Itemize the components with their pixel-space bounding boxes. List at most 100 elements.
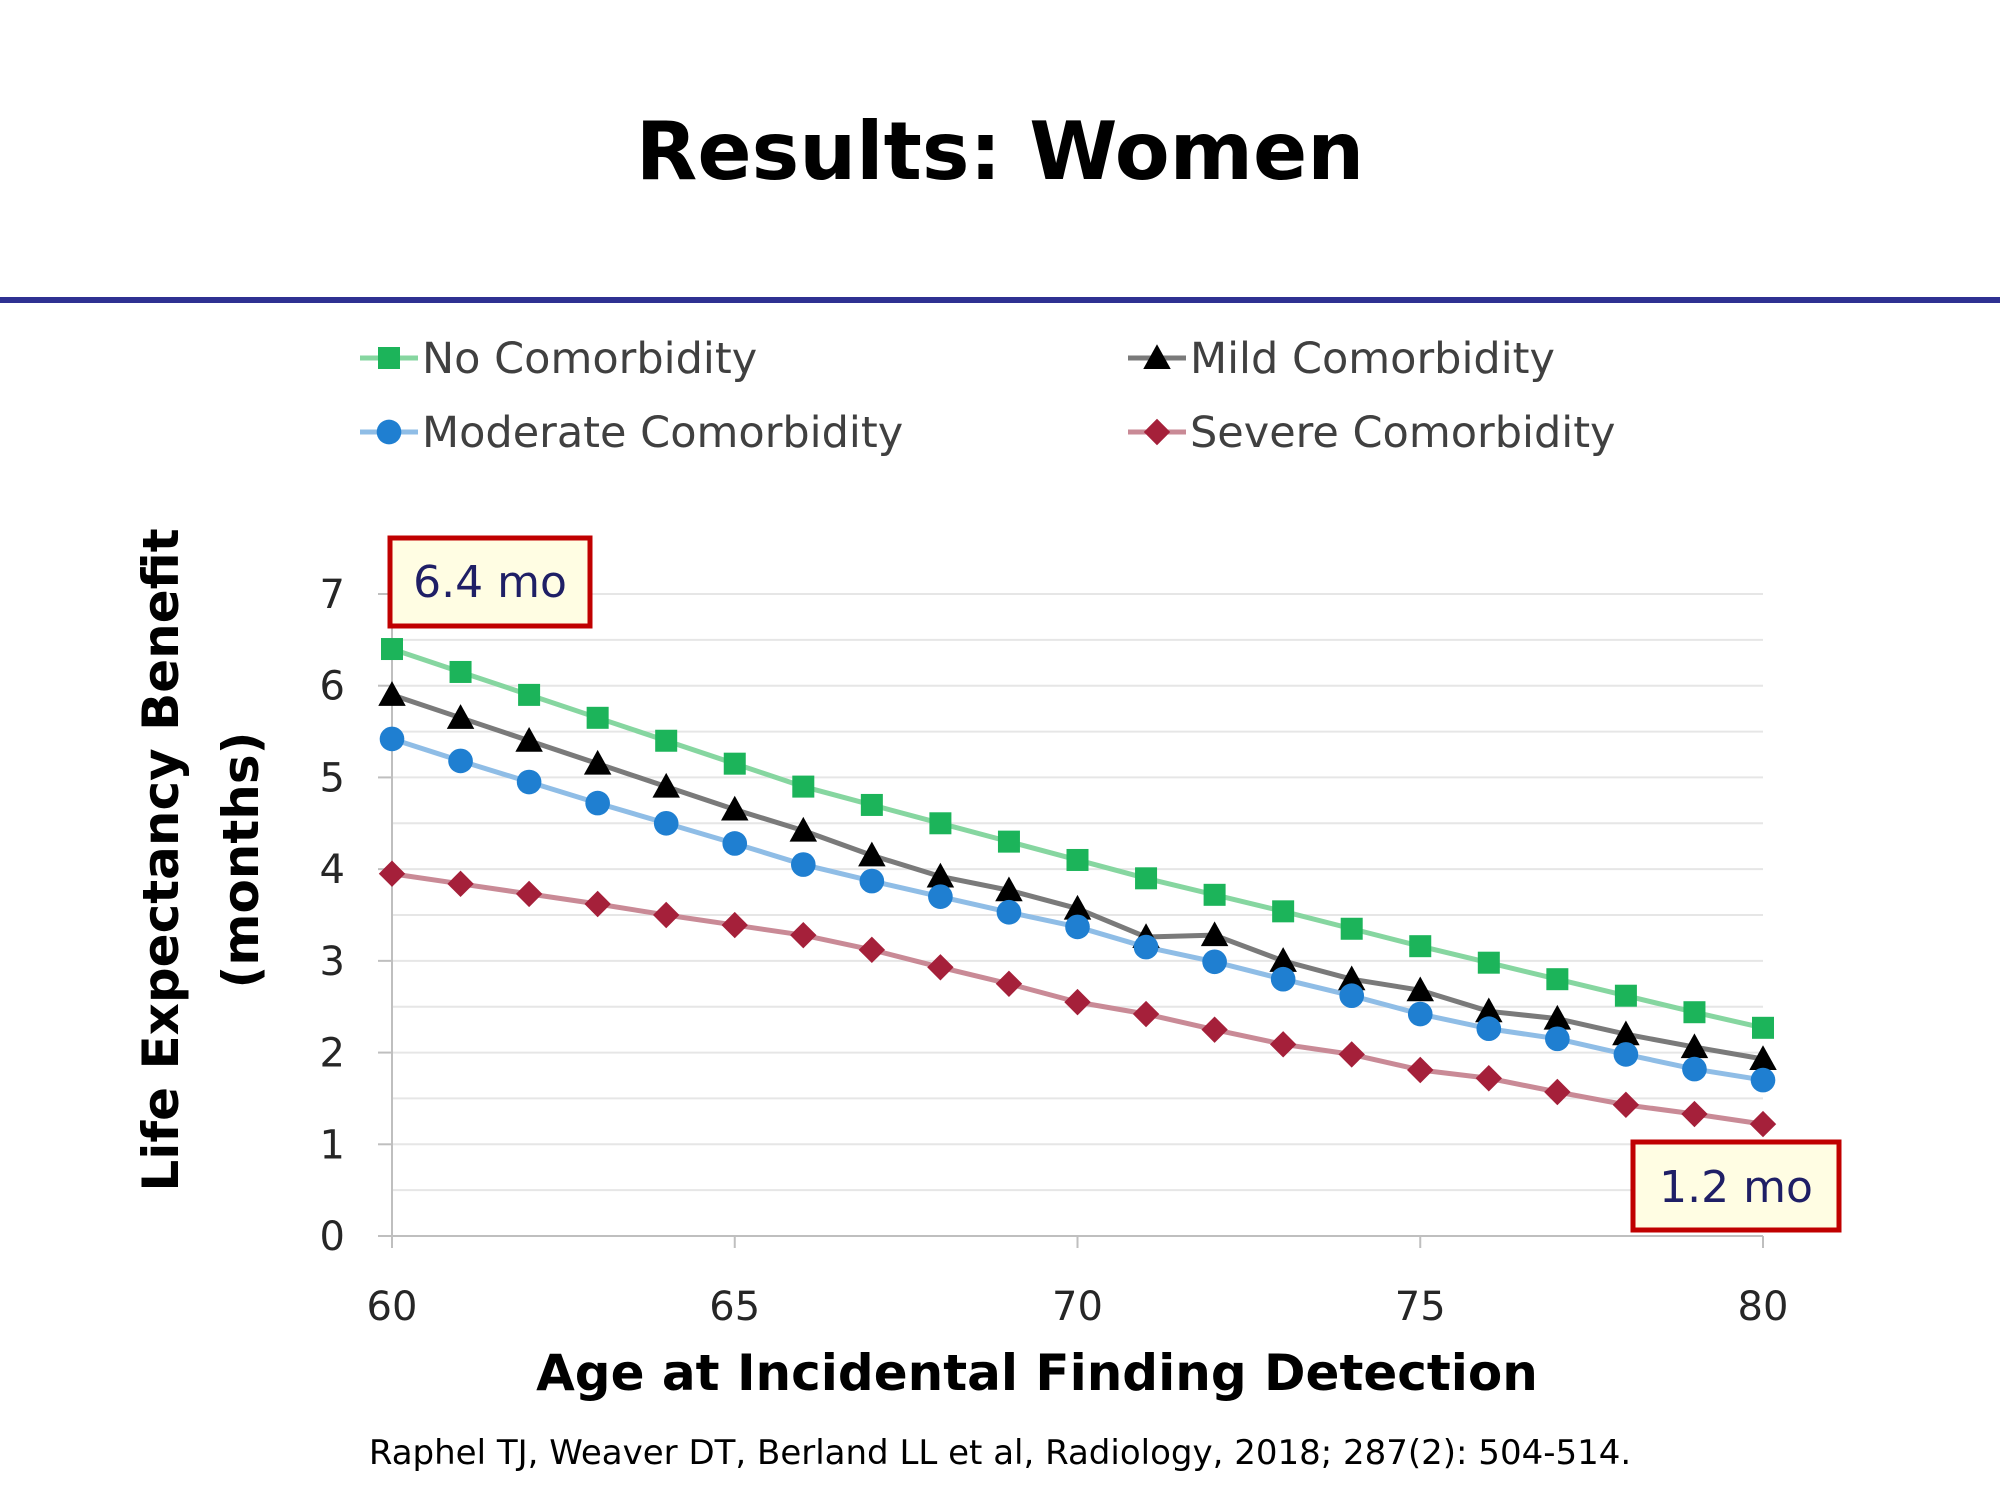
data-point-moderate-comorbidity <box>1270 966 1296 992</box>
y-axis-title-line-2: (months) <box>212 731 270 988</box>
data-point-no-comorbidity <box>381 638 403 661</box>
data-point-mild-comorbidity <box>1680 1033 1709 1059</box>
data-point-moderate-comorbidity <box>722 831 748 856</box>
legend-item-severe-comorbidity: Severe Comorbidity <box>1128 408 1616 458</box>
data-point-mild-comorbidity <box>789 816 818 842</box>
data-point-no-comorbidity <box>1546 968 1569 991</box>
x-tick-label: 70 <box>1052 1284 1103 1330</box>
data-point-no-comorbidity <box>1135 867 1158 890</box>
data-point-mild-comorbidity <box>721 795 749 821</box>
data-point-moderate-comorbidity <box>1202 949 1227 975</box>
data-point-severe-comorbidity <box>447 870 474 898</box>
data-point-no-comorbidity <box>792 775 815 798</box>
legend-label: Severe Comorbidity <box>1190 408 1616 458</box>
data-point-severe-comorbidity <box>1749 1110 1777 1138</box>
data-point-severe-comorbidity <box>927 954 954 981</box>
data-point-no-comorbidity <box>1272 900 1295 923</box>
data-point-no-comorbidity <box>518 683 541 706</box>
data-point-no-comorbidity <box>860 793 883 816</box>
data-point-severe-comorbidity <box>515 880 543 908</box>
data-point-moderate-comorbidity <box>516 769 542 795</box>
y-tick-labels: 0 1 2 3 4 5 6 7 <box>320 572 345 1260</box>
callout-end-text: 1.2 mo <box>1659 1162 1813 1213</box>
data-point-mild-comorbidity <box>652 772 680 798</box>
data-point-moderate-comorbidity <box>1545 1026 1570 1052</box>
x-tick-label: 60 <box>367 1284 418 1330</box>
citation: Raphel TJ, Weaver DT, Berland LL et al, … <box>368 1433 1632 1473</box>
y-tick-label: 4 <box>320 847 345 893</box>
y-tick-label: 7 <box>320 572 345 618</box>
data-point-severe-comorbidity <box>1064 988 1091 1016</box>
data-point-severe-comorbidity <box>653 901 680 929</box>
data-point-mild-comorbidity <box>1063 894 1092 920</box>
callout-end: 1.2 mo <box>1630 1139 1842 1233</box>
data-point-mild-comorbidity <box>583 749 612 775</box>
data-point-moderate-comorbidity <box>1133 934 1159 960</box>
data-point-no-comorbidity <box>1066 848 1089 871</box>
legend-marker <box>1143 344 1171 369</box>
legend: No Comorbidity Mild Comorbidity Moderate C… <box>360 334 1616 458</box>
data-point-no-comorbidity <box>1614 984 1637 1007</box>
data-point-moderate-comorbidity <box>790 852 816 877</box>
series-markers-no-comorbidity <box>381 638 1774 1039</box>
x-tick-labels: 60 65 70 75 80 <box>367 1284 1789 1330</box>
data-point-mild-comorbidity <box>378 681 406 706</box>
callout-end-box <box>1630 1139 1842 1233</box>
legend-label: Mild Comorbidity <box>1190 334 1555 384</box>
legend-label: No Comorbidity <box>422 334 757 384</box>
data-point-no-comorbidity <box>1203 883 1226 906</box>
data-point-severe-comorbidity <box>1544 1078 1571 1106</box>
data-point-moderate-comorbidity <box>928 884 953 909</box>
data-point-mild-comorbidity <box>446 704 475 729</box>
data-point-no-comorbidity <box>1409 935 1432 958</box>
y-tick-label: 2 <box>320 1031 345 1077</box>
data-point-no-comorbidity <box>723 752 746 775</box>
data-point-mild-comorbidity <box>858 841 886 867</box>
data-point-no-comorbidity <box>997 830 1020 853</box>
data-point-severe-comorbidity <box>1475 1065 1502 1092</box>
data-point-moderate-comorbidity <box>1407 1001 1433 1027</box>
data-point-mild-comorbidity <box>515 726 543 752</box>
callout-start-text: 6.4 mo <box>413 557 567 608</box>
data-point-moderate-comorbidity <box>1339 983 1365 1009</box>
data-point-severe-comorbidity <box>1269 1031 1297 1058</box>
data-point-mild-comorbidity <box>1475 997 1503 1023</box>
y-axis-title-line-1: Life Expectancy Benefit <box>132 528 190 1191</box>
legend-marker <box>378 347 400 369</box>
y-tick-label: 6 <box>320 664 345 710</box>
data-point-mild-comorbidity <box>1406 976 1434 1002</box>
y-tick-label: 1 <box>320 1122 345 1168</box>
x-tick-label: 65 <box>709 1284 760 1330</box>
data-point-moderate-comorbidity <box>1476 1016 1502 1042</box>
legend-marker <box>1143 418 1171 446</box>
data-point-no-comorbidity <box>655 729 678 752</box>
data-point-mild-comorbidity <box>1269 947 1297 972</box>
data-point-moderate-comorbidity <box>1750 1067 1776 1093</box>
data-point-mild-comorbidity <box>1200 921 1229 947</box>
title-divider <box>0 297 2000 303</box>
x-tick-label: 80 <box>1738 1284 1789 1330</box>
legend-marker <box>376 419 402 445</box>
data-point-moderate-comorbidity <box>379 726 405 752</box>
series-markers-severe-comorbidity <box>378 860 1777 1138</box>
data-point-severe-comorbidity <box>378 860 406 887</box>
gridlines <box>392 593 1763 1192</box>
data-point-mild-comorbidity <box>926 862 955 888</box>
y-tick-label: 5 <box>320 755 345 801</box>
data-point-no-comorbidity <box>1340 917 1363 940</box>
data-point-severe-comorbidity <box>1612 1091 1640 1119</box>
slide-title: Results: Women <box>635 105 1365 198</box>
series-markers-moderate-comorbidity <box>379 726 1776 1093</box>
data-point-mild-comorbidity <box>1749 1045 1777 1070</box>
y-tick-label: 0 <box>320 1214 345 1260</box>
data-point-severe-comorbidity <box>790 921 817 949</box>
legend-item-no-comorbidity: No Comorbidity <box>360 334 757 384</box>
y-axis-title: Life Expectancy Benefit (months) <box>132 528 270 1191</box>
data-point-severe-comorbidity <box>995 970 1023 997</box>
data-point-severe-comorbidity <box>1132 1000 1160 1028</box>
callout-start: 6.4 mo <box>387 535 593 629</box>
data-point-no-comorbidity <box>929 812 952 835</box>
data-point-moderate-comorbidity <box>859 868 885 894</box>
data-point-severe-comorbidity <box>1201 1016 1228 1043</box>
